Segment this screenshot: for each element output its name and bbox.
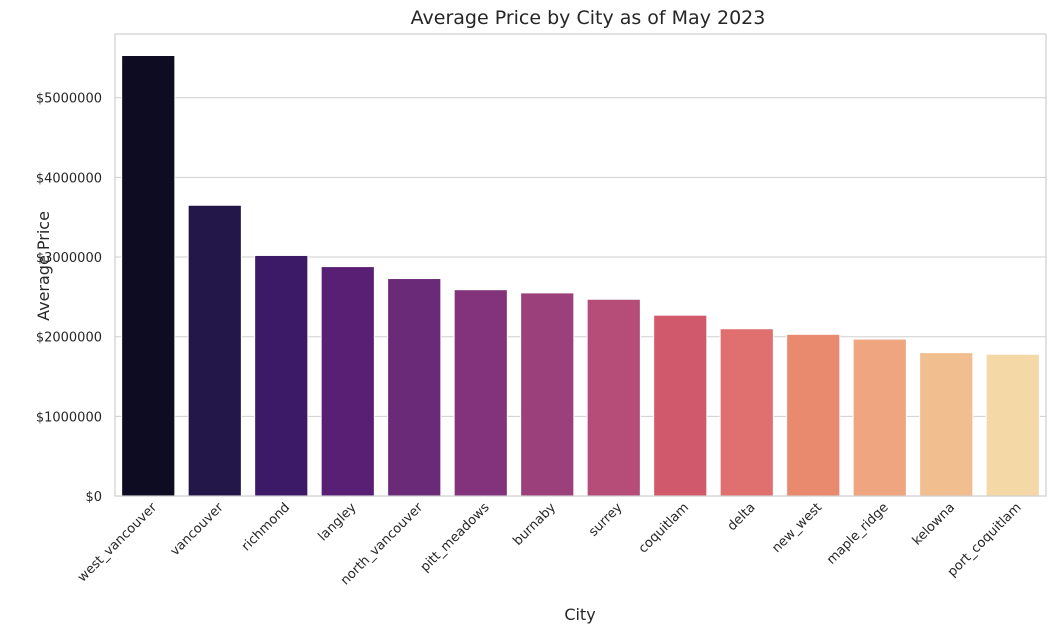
x-tick-label: maple_ridge xyxy=(824,500,891,567)
x-tick-label: delta xyxy=(725,500,759,534)
x-axis-label: City xyxy=(564,605,595,624)
bar-surrey xyxy=(586,298,641,497)
x-tick-label: pitt_meadows xyxy=(418,500,493,575)
y-tick-label: $5000000 xyxy=(36,92,102,107)
bar-pitt_meadows xyxy=(453,289,508,497)
y-axis-ticks: $0 $1000000 $2000000 $3000000 $4000000 $50000… xyxy=(36,92,102,505)
x-tick-label: langley xyxy=(315,500,359,544)
y-tick-label: $3000000 xyxy=(36,251,102,266)
y-tick-label: $1000000 xyxy=(36,410,102,425)
chart-title: Average Price by City as of May 2023 xyxy=(411,7,766,29)
plot-frame xyxy=(114,33,1047,497)
x-tick-label: surrey xyxy=(586,500,626,540)
x-tick-label: kelowna xyxy=(910,500,958,548)
bar-new_west xyxy=(786,333,841,497)
x-tick-label: richmond xyxy=(239,500,293,554)
y-tick-label: $0 xyxy=(85,490,102,505)
x-tick-label: port_coquitlam xyxy=(945,500,1025,580)
bar-maple_ridge xyxy=(852,338,907,497)
bar-richmond xyxy=(254,254,309,497)
bars xyxy=(121,55,1040,497)
bar-port_coquitlam xyxy=(985,353,1040,497)
x-tick-label: west_vancouver xyxy=(75,500,161,586)
bar-delta xyxy=(719,328,774,497)
bar-burnaby xyxy=(520,292,575,497)
bar-langley xyxy=(320,266,375,497)
y-axis-label: Average Price xyxy=(34,211,53,321)
bar-coquitlam xyxy=(653,314,708,497)
x-tick-label: vancouver xyxy=(168,500,227,559)
x-tick-label: coquitlam xyxy=(636,500,692,556)
bar-kelowna xyxy=(919,352,974,497)
x-tick-label: burnaby xyxy=(510,500,559,549)
x-tick-label: new_west xyxy=(769,500,825,556)
bar-vancouver xyxy=(187,204,242,497)
y-tick-label: $2000000 xyxy=(36,331,102,346)
bar-west_vancouver xyxy=(121,55,176,497)
x-axis-ticks: west_vancouver vancouver richmond langleyno… xyxy=(75,500,1025,589)
y-tick-label: $4000000 xyxy=(36,171,102,186)
bar-north_vancouver xyxy=(387,278,442,497)
